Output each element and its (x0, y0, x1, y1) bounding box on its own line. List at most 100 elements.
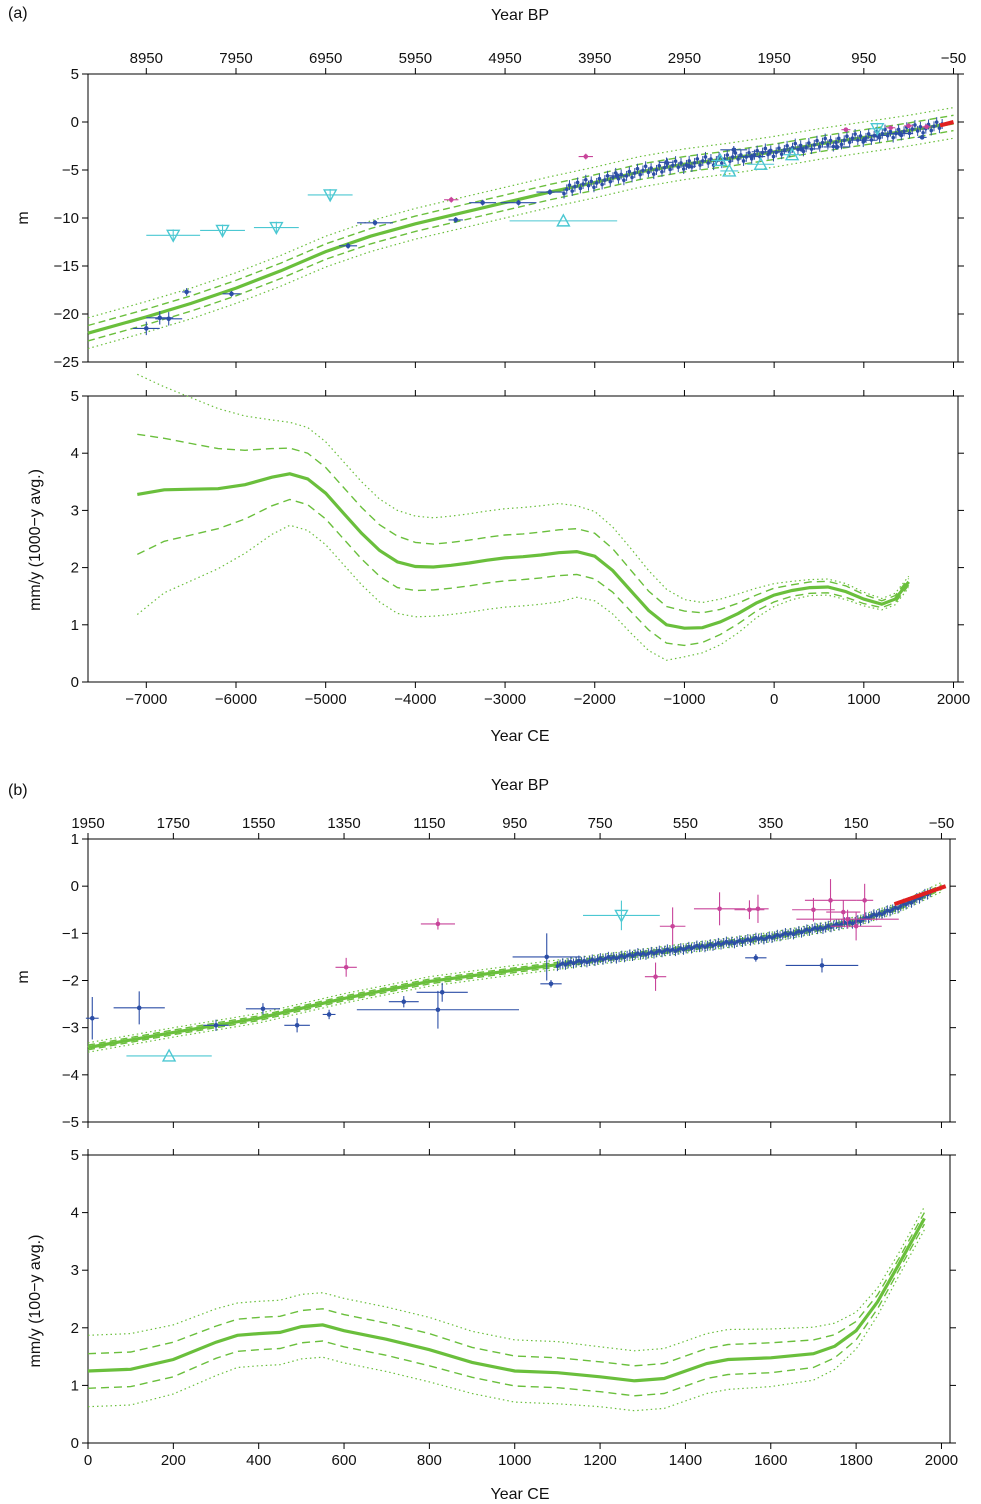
b-top-cloud-point (738, 938, 742, 943)
panel-a-top-xlabel: Year BP (491, 7, 549, 24)
b-bottom-frame (87, 1154, 951, 1444)
a-top-cloud-point (736, 157, 740, 161)
a-top-point (767, 149, 772, 155)
b-top-point (755, 906, 761, 912)
b-top-ytick-label: −3 (62, 1020, 79, 1037)
a-top-point (861, 137, 867, 143)
a-top-cloud-point (815, 138, 819, 143)
a-top-cloud-point (785, 144, 789, 148)
a-top-upper-limit-marker (166, 229, 181, 243)
b-top-cloud-point (821, 927, 825, 931)
a-top-cloud-point (725, 153, 730, 157)
a-top-cloud-point (853, 132, 857, 136)
a-top-cloud-point (885, 133, 890, 138)
a-top-cloud-point (635, 166, 640, 171)
b-top-cloud-point (898, 904, 903, 908)
a-top-cloud-point (581, 182, 585, 186)
a-top-cloud-point (706, 161, 711, 165)
b-top-cloud-point (670, 947, 675, 952)
panel-b-top-xlabel: Year BP (491, 777, 549, 794)
a-bottom-ytick-label: 4 (71, 445, 79, 462)
a-bottom-frame (87, 395, 959, 683)
a-top-cloud-point (695, 157, 700, 161)
b-top-point (862, 898, 867, 903)
a-top-cloud-point (921, 130, 925, 135)
a-bottom-band-1sigma (136, 498, 910, 647)
a-top-cloud-point (611, 175, 615, 180)
a-top-cloud-point (826, 142, 830, 147)
b-top-cloud-point (638, 952, 643, 957)
b-top-cloud-point (743, 938, 747, 943)
a-top-cloud-point (836, 136, 841, 141)
a-top-cloud-point (703, 155, 708, 159)
b-top-cloud-point (778, 934, 782, 939)
a-top-upper-limit-marker (215, 224, 230, 238)
b-top-cloud-point (582, 958, 587, 963)
a-top-cloud-point (570, 189, 574, 193)
b-top-top-tick-label: 150 (844, 815, 869, 832)
panel-a-bottom-ylabel: mm/y (1000−y avg.) (27, 469, 44, 611)
a-bottom-ytick-label: 0 (71, 674, 79, 691)
a-top-cloud-point (834, 140, 838, 145)
panel-a-top-ylabel: m (15, 211, 32, 224)
b-top-point (653, 974, 658, 980)
a-top-cloud-point (564, 187, 569, 192)
a-top-cloud-point (774, 150, 779, 155)
b-top-frame (87, 838, 951, 1123)
b-top-cloud-point (654, 950, 659, 954)
a-top-point (516, 200, 521, 205)
a-top-point (897, 131, 903, 136)
a-top-point (345, 243, 351, 249)
a-top-point (184, 289, 189, 295)
panel-b-bottom-ylabel: mm/y (100−y avg.) (27, 1235, 44, 1368)
a-top-cloud-point (671, 163, 675, 168)
b-top-cloud-point (574, 960, 578, 964)
a-top-point (166, 316, 172, 322)
a-top-cloud-point (692, 161, 697, 165)
b-top-ytick-label: −4 (62, 1067, 79, 1084)
a-top-cloud-point (891, 135, 895, 140)
a-bottom-ytick-label: 2 (71, 560, 79, 577)
b-bottom-xtick-label: 1800 (839, 1452, 872, 1469)
b-top-cloud-point (909, 900, 914, 905)
b-top-ytick-label: −5 (62, 1114, 79, 1131)
b-top-cloud-point (606, 955, 611, 959)
b-top-cloud-point (665, 947, 670, 952)
a-top-ytick-label: −20 (54, 306, 79, 323)
a-top-cloud-point (630, 175, 634, 180)
b-top-ytick-label: 1 (71, 831, 79, 848)
b-top-point (401, 999, 407, 1005)
a-top-cloud-point (934, 120, 939, 124)
a-top-upper-limit-marker (269, 221, 284, 236)
b-top-cloud-point (577, 958, 581, 963)
b-top-cloud-point (692, 945, 697, 949)
b-top-cloud-point (756, 937, 761, 942)
b-top-cloud-point (740, 940, 745, 944)
b-top-cloud-point (724, 939, 729, 944)
a-top-cloud-point (771, 154, 776, 159)
b-top-cloud-point (609, 956, 613, 961)
a-top-cloud-point (929, 128, 934, 133)
a-top-point (888, 125, 894, 131)
b-top-cloud-point (735, 940, 739, 944)
b-bottom-xtick-label: 2000 (925, 1452, 958, 1469)
a-top-cloud-point (730, 155, 735, 159)
a-top-cloud-point (608, 179, 613, 184)
a-top-cloud-point (733, 151, 738, 155)
b-top-cloud-point (788, 931, 793, 935)
a-top-point (229, 291, 234, 297)
b-top-point (717, 906, 722, 912)
a-top-point (547, 189, 553, 195)
b-top-cloud-point (772, 934, 777, 939)
b-top-cloud-point (882, 910, 887, 915)
b-top-point (439, 989, 445, 995)
b-top-top-tick-label: 1350 (327, 815, 360, 832)
a-top-ytick-label: −15 (54, 258, 79, 275)
a-top-point (843, 127, 849, 132)
a-top-band-1sigma (87, 114, 954, 327)
b-top-upper-limit-marker (614, 909, 629, 923)
b-top-cloud-point (687, 945, 691, 949)
a-bottom-xtick-label: −2000 (574, 691, 616, 708)
b-top-cloud-point (689, 946, 694, 951)
b-top-cloud-point (874, 913, 879, 918)
